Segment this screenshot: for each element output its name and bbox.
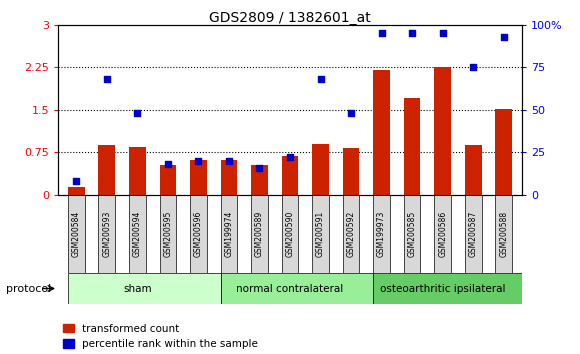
Bar <box>220 273 373 304</box>
Text: GSM200588: GSM200588 <box>499 211 508 257</box>
Text: GSM200593: GSM200593 <box>102 210 111 257</box>
Bar <box>404 98 420 195</box>
Bar <box>160 195 176 273</box>
Text: GSM200585: GSM200585 <box>408 211 416 257</box>
Bar <box>373 273 526 304</box>
Bar <box>465 195 481 273</box>
Text: GSM200589: GSM200589 <box>255 211 264 257</box>
Bar <box>99 195 115 273</box>
Text: protocol: protocol <box>6 284 51 293</box>
Point <box>316 76 325 82</box>
Point <box>438 30 447 36</box>
Text: GSM200587: GSM200587 <box>469 211 478 257</box>
Text: sham: sham <box>123 284 152 293</box>
Bar <box>495 109 512 195</box>
Bar <box>282 156 298 195</box>
Bar <box>99 145 115 195</box>
Point <box>72 178 81 184</box>
Bar <box>68 195 85 273</box>
Bar <box>343 148 360 195</box>
Point <box>285 154 295 160</box>
Point <box>377 30 386 36</box>
Point <box>133 110 142 116</box>
Text: GSM200591: GSM200591 <box>316 211 325 257</box>
Bar <box>68 187 85 195</box>
Legend: transformed count, percentile rank within the sample: transformed count, percentile rank withi… <box>63 324 258 349</box>
Text: GSM199974: GSM199974 <box>224 210 233 257</box>
Bar <box>251 165 268 195</box>
Point <box>102 76 111 82</box>
Bar <box>129 195 146 273</box>
Point <box>408 30 417 36</box>
Bar <box>129 147 146 195</box>
Bar <box>190 160 207 195</box>
Point <box>224 158 234 164</box>
Point <box>194 158 203 164</box>
Bar <box>160 165 176 195</box>
Text: GSM200590: GSM200590 <box>285 210 295 257</box>
Bar <box>373 195 390 273</box>
Point <box>163 161 172 167</box>
Bar <box>251 195 268 273</box>
Bar <box>68 273 220 304</box>
Bar <box>282 195 298 273</box>
Text: GSM200595: GSM200595 <box>164 210 172 257</box>
Bar <box>312 144 329 195</box>
Bar <box>434 67 451 195</box>
Text: GDS2809 / 1382601_at: GDS2809 / 1382601_at <box>209 11 371 25</box>
Bar <box>434 195 451 273</box>
Text: GSM199973: GSM199973 <box>377 210 386 257</box>
Text: GSM200586: GSM200586 <box>438 211 447 257</box>
Bar <box>373 70 390 195</box>
Text: normal contralateral: normal contralateral <box>237 284 343 293</box>
Bar <box>343 195 360 273</box>
Text: GSM200596: GSM200596 <box>194 210 203 257</box>
Bar <box>465 145 481 195</box>
Bar <box>312 195 329 273</box>
Bar <box>404 195 420 273</box>
Point <box>346 110 356 116</box>
Point <box>255 165 264 170</box>
Point <box>499 34 508 40</box>
Bar <box>190 195 207 273</box>
Text: GSM200592: GSM200592 <box>347 211 356 257</box>
Bar <box>220 160 237 195</box>
Text: GSM200594: GSM200594 <box>133 210 142 257</box>
Text: osteoarthritic ipsilateral: osteoarthritic ipsilateral <box>380 284 505 293</box>
Text: GSM200584: GSM200584 <box>72 211 81 257</box>
Bar <box>495 195 512 273</box>
Bar <box>220 195 237 273</box>
Point <box>469 64 478 70</box>
